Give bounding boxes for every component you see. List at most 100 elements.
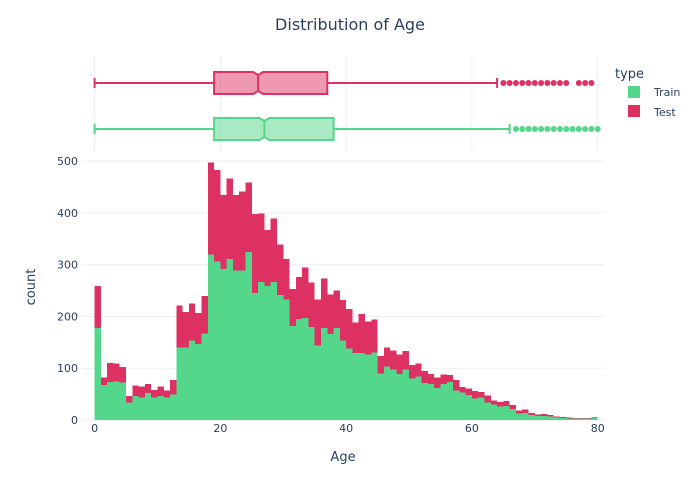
bar-test[interactable] [377,355,384,374]
bar-train[interactable] [409,378,416,420]
bar-test[interactable] [559,416,567,418]
bar-train[interactable] [327,334,334,420]
bar-test[interactable] [528,412,535,415]
bar-train[interactable] [358,353,366,420]
bar-test[interactable] [170,380,177,395]
bar-train[interactable] [559,417,567,420]
bar-test[interactable] [295,277,303,320]
bar-test[interactable] [409,365,416,379]
bar-test[interactable] [547,414,554,417]
bar-test[interactable] [402,351,410,370]
bar-test[interactable] [585,417,592,419]
bar-test[interactable] [371,319,378,353]
bar-test[interactable] [232,194,240,271]
bar-test[interactable] [415,363,422,377]
bar-test[interactable] [201,295,208,334]
bar-train[interactable] [170,394,177,420]
bar-test[interactable] [534,414,542,416]
bar-train[interactable] [339,340,347,420]
bar-test[interactable] [239,191,246,271]
bar-train[interactable] [522,412,529,420]
bar-train[interactable] [346,348,353,420]
bar-test[interactable] [566,417,573,419]
bar-train[interactable] [151,397,158,420]
bar-test[interactable] [352,322,359,354]
bar-test[interactable] [522,409,529,413]
bar-test[interactable] [465,388,472,396]
bar-test[interactable] [270,218,277,282]
bar-train[interactable] [402,369,410,420]
bar-test[interactable] [572,417,579,419]
bar-train[interactable] [251,293,259,420]
bar-test[interactable] [383,347,391,367]
bar-train[interactable] [440,383,447,420]
bar-test[interactable] [453,380,460,391]
bar-test[interactable] [484,395,491,403]
bar-test[interactable] [515,410,523,414]
bar-train[interactable] [515,413,523,420]
bar-test[interactable] [157,386,164,397]
bar-train[interactable] [220,268,227,420]
bar-test[interactable] [138,386,145,398]
box-plot-train[interactable] [93,117,601,141]
bar-train[interactable] [163,397,171,420]
bar-train[interactable] [415,376,422,420]
bar-train[interactable] [214,261,221,420]
bar-train[interactable] [195,343,202,420]
bar-test[interactable] [421,370,428,384]
bar-train[interactable] [453,390,460,420]
bar-train[interactable] [245,251,252,420]
bar-train[interactable] [207,254,215,420]
bar-test[interactable] [553,416,560,418]
bar-test[interactable] [188,303,196,341]
bar-train[interactable] [126,402,133,420]
bar-test[interactable] [509,404,516,410]
bar-test[interactable] [214,169,221,262]
bar-test[interactable] [314,299,321,346]
bar-train[interactable] [107,382,114,420]
bar-train[interactable] [113,381,120,420]
bar-train[interactable] [585,418,592,420]
bar-test[interactable] [302,267,309,319]
bar-train[interactable] [182,347,189,420]
bar-train[interactable] [365,354,372,420]
bar-train[interactable] [503,406,510,420]
bar-train[interactable] [314,345,321,420]
bar-test[interactable] [276,244,284,296]
bar-test[interactable] [339,299,347,341]
bar-test[interactable] [289,289,296,326]
bar-train[interactable] [289,325,296,420]
bar-train[interactable] [94,327,101,420]
bar-test[interactable] [358,313,366,354]
bar-test[interactable] [107,363,114,383]
bar-test[interactable] [541,413,548,416]
bar-test[interactable] [308,282,315,327]
bar-train[interactable] [157,396,164,420]
bar-train[interactable] [371,352,378,420]
box-plot-test[interactable] [93,71,595,95]
bar-train[interactable] [478,397,485,420]
bar-test[interactable] [346,309,353,349]
bar-test[interactable] [132,385,139,397]
bar-train[interactable] [421,383,428,420]
bar-train[interactable] [396,373,403,420]
bar-train[interactable] [100,384,108,420]
bar-train[interactable] [497,406,504,420]
bar-test[interactable] [427,373,435,384]
bar-test[interactable] [119,367,127,383]
legend[interactable]: type Train Test [615,67,680,119]
legend-item-test[interactable]: Test [628,105,676,119]
bar-test[interactable] [245,182,252,252]
bar-train[interactable] [471,398,479,420]
bar-train[interactable] [566,418,573,420]
bar-test[interactable] [207,162,215,255]
bar-test[interactable] [182,311,189,348]
bar-train[interactable] [264,285,271,420]
bar-train[interactable] [591,417,598,420]
bar-train[interactable] [547,416,554,420]
bar-train[interactable] [302,318,309,420]
bar-test[interactable] [226,178,233,260]
bar-test[interactable] [434,377,441,388]
bar-train[interactable] [132,396,139,420]
bar-train[interactable] [119,382,127,420]
